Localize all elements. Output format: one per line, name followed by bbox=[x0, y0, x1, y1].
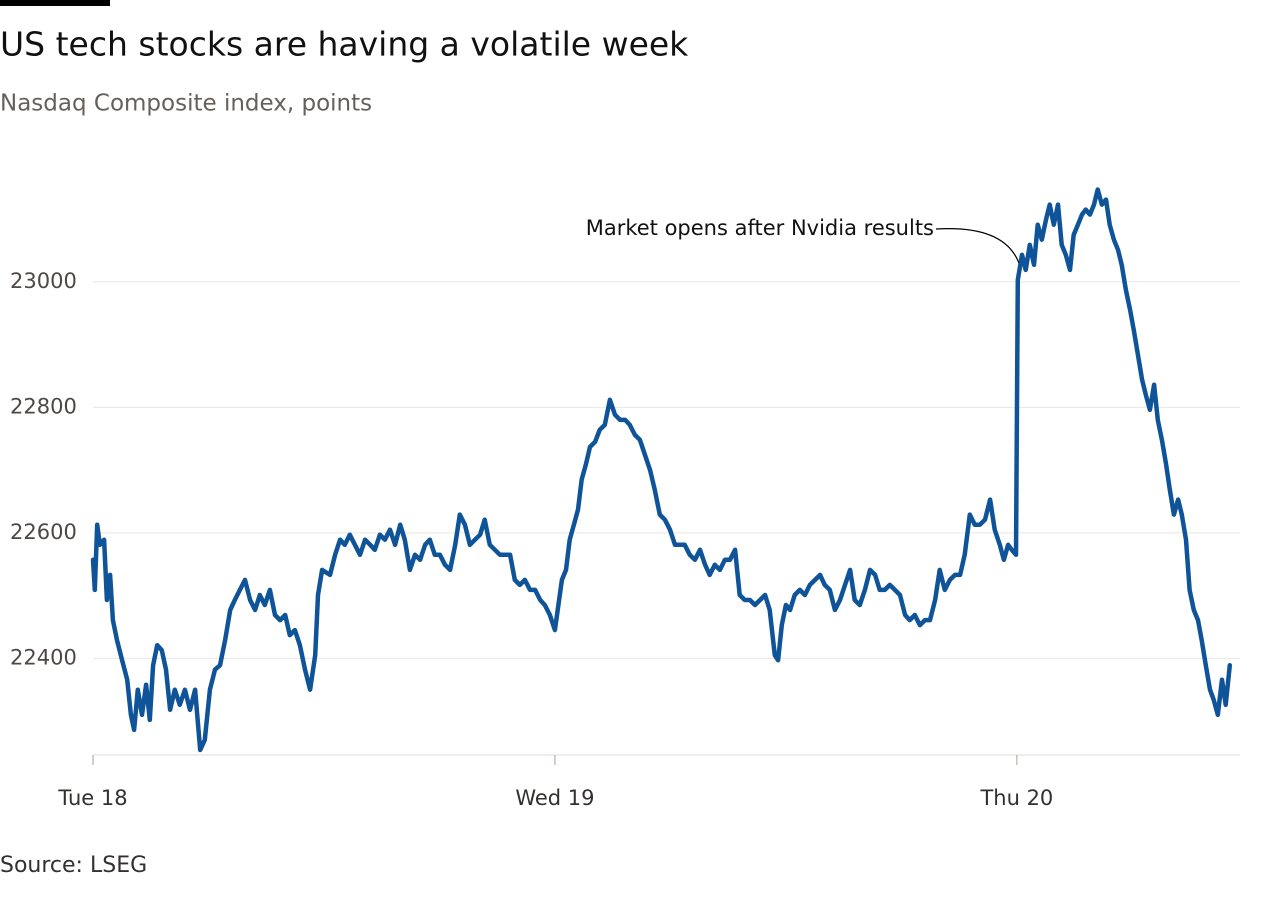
y-tick-label: 22800 bbox=[10, 394, 77, 418]
y-tick-label: 22400 bbox=[10, 645, 77, 669]
brand-bar bbox=[0, 0, 110, 6]
chart-title: US tech stocks are having a volatile wee… bbox=[0, 25, 689, 64]
chart-subtitle: Nasdaq Composite index, points bbox=[0, 91, 372, 117]
x-tick-label: Thu 20 bbox=[979, 786, 1053, 810]
annotation: Market opens after Nvidia results bbox=[586, 216, 934, 240]
y-tick-label: 22600 bbox=[10, 520, 77, 544]
source: Source: LSEG bbox=[0, 853, 147, 878]
annotation-leader bbox=[935, 227, 1020, 264]
y-tick-label: 23000 bbox=[10, 269, 77, 293]
x-tick-label: Tue 18 bbox=[57, 786, 127, 810]
x-tick-label: Wed 19 bbox=[515, 786, 594, 810]
line bbox=[90, 187, 1233, 753]
